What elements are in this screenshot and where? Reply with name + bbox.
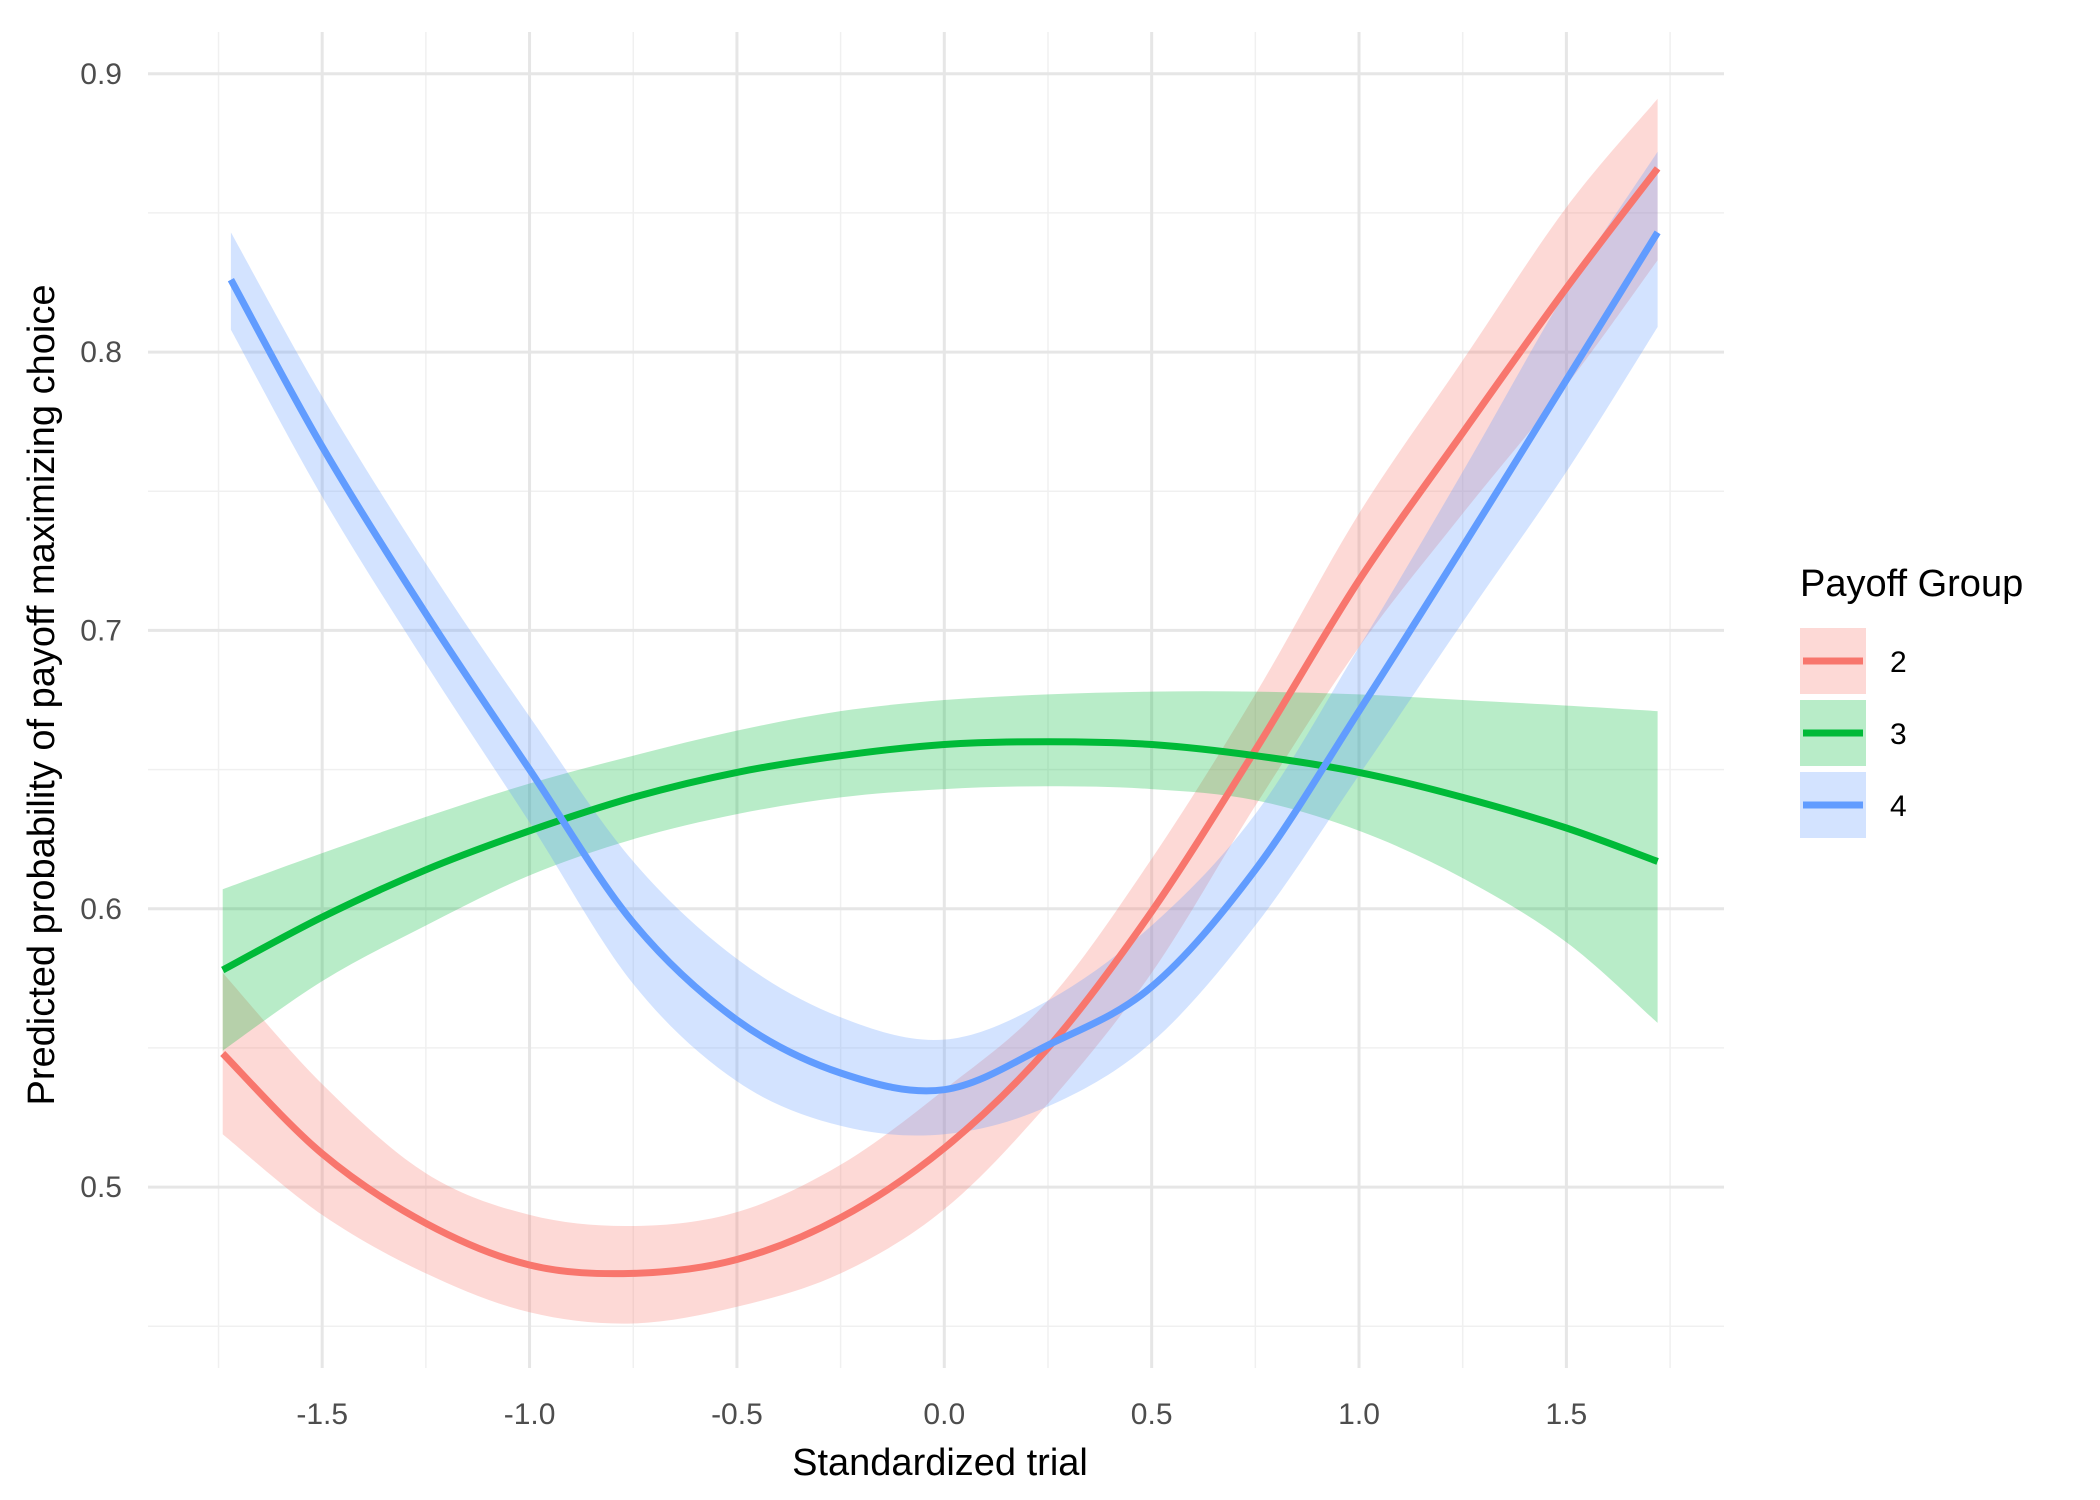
confidence-band-layer (222, 98, 1658, 1324)
y-tick-label: 0.8 (80, 336, 122, 369)
x-tick-label: 0.0 (923, 1398, 965, 1431)
x-tick-label: 1.5 (1546, 1398, 1588, 1431)
confidence-band-4 (230, 151, 1658, 1136)
series-line-2 (220, 166, 1661, 1278)
x-tick-label: -1.0 (504, 1398, 556, 1431)
y-axis-title: Predicted probability of payoff maximizi… (21, 285, 63, 1106)
y-tick-label: 0.6 (80, 893, 122, 926)
y-tick-label: 0.9 (80, 58, 122, 91)
y-axis-ticks: 0.5 0.6 0.7 0.8 0.9 (80, 58, 122, 1204)
x-tick-label: -1.5 (296, 1398, 348, 1431)
legend-items: 2 3 4 (1800, 628, 1907, 838)
x-tick-label: 0.5 (1131, 1398, 1173, 1431)
grid-layer (148, 32, 1724, 1368)
confidence-band-2 (222, 98, 1658, 1324)
y-tick-label: 0.5 (80, 1171, 122, 1204)
y-tick-label: 0.7 (80, 614, 122, 647)
legend-label: 2 (1890, 646, 1907, 679)
x-axis-title: Standardized trial (792, 1442, 1088, 1484)
legend-item-4: 4 (1800, 772, 1907, 838)
legend-item-3: 3 (1800, 700, 1907, 766)
legend: Payoff Group 2 3 4 (1800, 563, 2023, 838)
x-tick-label: -0.5 (711, 1398, 763, 1431)
x-tick-label: 1.0 (1338, 1398, 1380, 1431)
legend-title: Payoff Group (1800, 563, 2023, 605)
legend-label: 3 (1890, 718, 1907, 751)
series-line-4 (227, 230, 1661, 1095)
series-line-3 (221, 738, 1659, 974)
legend-item-2: 2 (1800, 628, 1907, 694)
series-line-layer (220, 166, 1661, 1278)
legend-label: 4 (1890, 790, 1907, 823)
confidence-band-3 (222, 691, 1658, 1051)
x-axis-ticks: -1.5 -1.0 -0.5 0.0 0.5 1.0 1.5 (296, 1398, 1587, 1431)
